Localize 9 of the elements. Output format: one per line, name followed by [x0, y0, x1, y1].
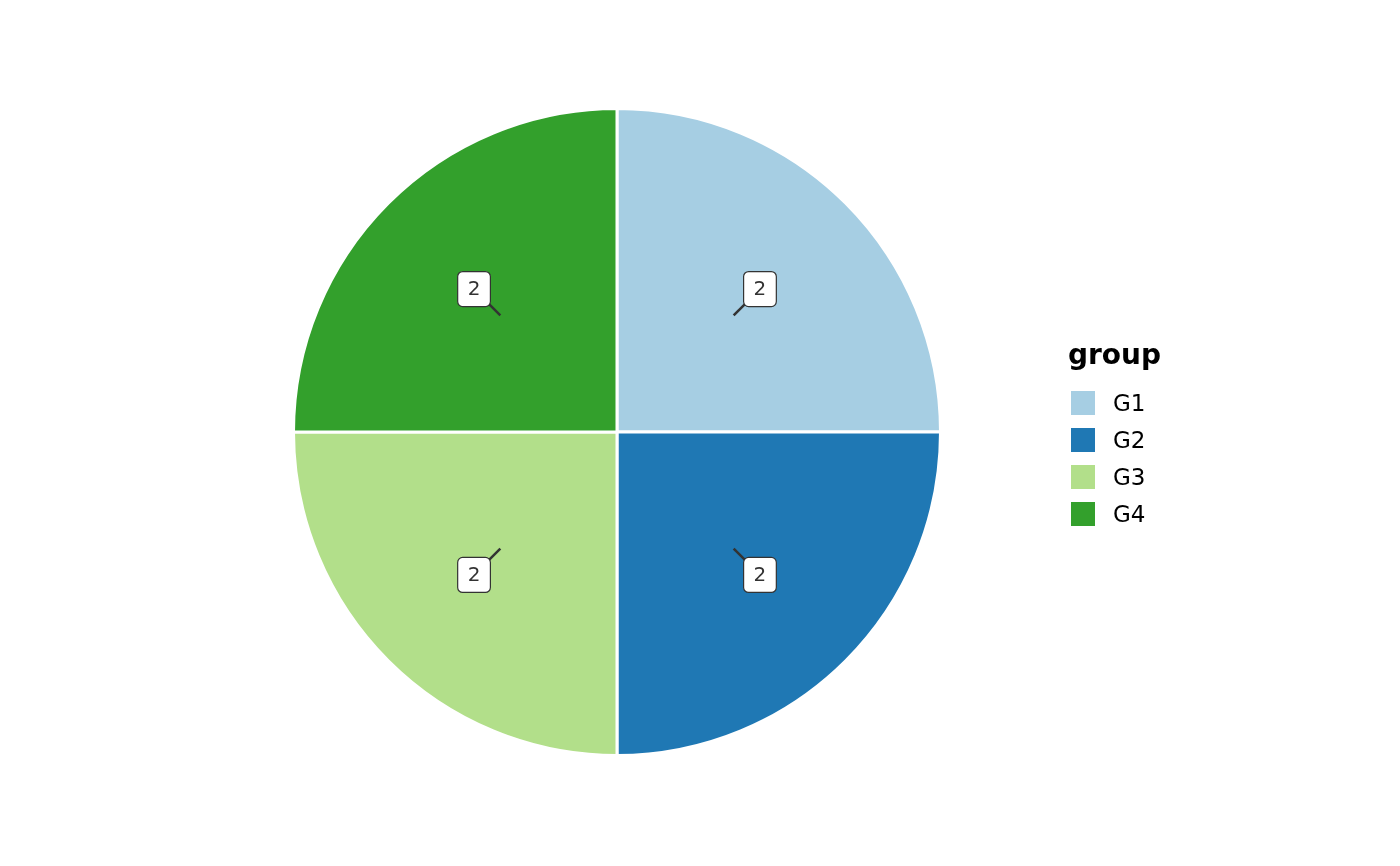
- legend-label: G1: [1113, 389, 1146, 416]
- legend-label: G4: [1113, 500, 1146, 527]
- data-label: 2: [753, 276, 767, 301]
- data-label: 2: [467, 276, 481, 301]
- data-label: 2: [467, 562, 481, 587]
- legend-label: G3: [1113, 463, 1146, 490]
- data-label: 2: [753, 562, 767, 587]
- legend-title: group: [1068, 338, 1162, 372]
- legend-label: G2: [1113, 426, 1146, 453]
